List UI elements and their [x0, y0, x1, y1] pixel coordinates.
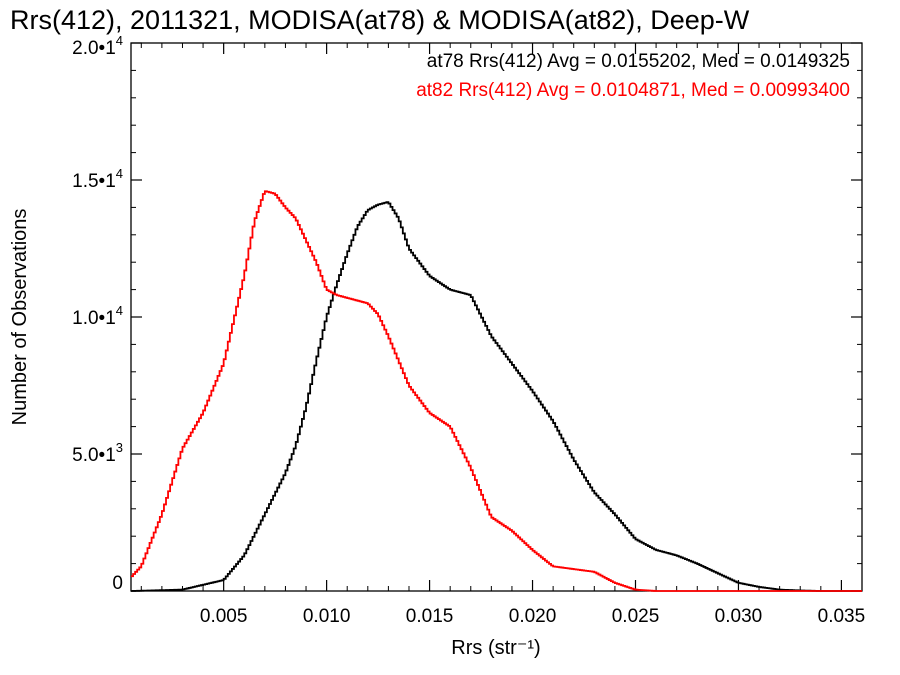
x-tick-label: 0.005 — [200, 606, 248, 627]
x-tick-label: 0.025 — [612, 606, 660, 627]
x-tick-label: 0.015 — [406, 606, 454, 627]
y-axis-label: Number of Observations — [9, 209, 31, 426]
y-tick-label: 2.0•14 — [72, 33, 123, 59]
x-tick-label: 0.020 — [509, 606, 557, 627]
axis-ticks: 0.005 0.010 0.015 0.020 0.025 0.030 0.035 0 5.0•… — [72, 33, 865, 627]
legend-at82: at82 Rrs(412) Avg = 0.0104871, Med = 0.0… — [416, 80, 850, 101]
x-tick-label: 0.030 — [715, 606, 763, 627]
y-tick-label: 0 — [112, 573, 123, 594]
chart-title: Rrs(412), 2011321, MODISA(at78) & MODISA… — [10, 5, 750, 35]
y-tick-label: 5.0•13 — [72, 440, 123, 466]
plot-frame — [130, 42, 863, 592]
x-tick-label: 0.035 — [818, 606, 866, 627]
x-tick-label: 0.010 — [303, 606, 351, 627]
series-line-at78 — [131, 201, 862, 592]
y-tick-label: 1.0•14 — [72, 303, 123, 329]
series-line-at82 — [131, 190, 862, 592]
legend-at78: at78 Rrs(412) Avg = 0.0155202, Med = 0.0… — [427, 51, 850, 72]
x-axis-label: Rrs (str⁻¹) — [451, 637, 540, 659]
series-layer — [131, 190, 862, 592]
y-tick-label: 1.5•14 — [72, 166, 123, 192]
